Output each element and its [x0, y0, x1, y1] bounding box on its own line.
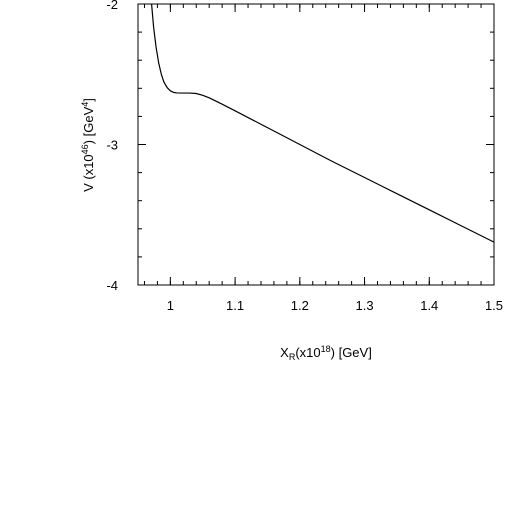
y-axis-label: V (x1046) [GeV4]: [80, 98, 96, 192]
y-axis-label-sup2: 4: [80, 102, 90, 107]
y-tick-label: -2: [106, 0, 118, 12]
x-tick-label: 1.5: [485, 298, 503, 313]
x-tick-labels: 1 1.1 1.2 1.3 1.4 1.5: [167, 298, 503, 313]
x-axis-label-post: ) [GeV]: [331, 345, 372, 360]
y-axis-label-post: ]: [81, 98, 96, 102]
x-tick-label: 1.3: [356, 298, 374, 313]
x-axis-label-pre: (x10: [295, 345, 320, 360]
y-axis-label-mid: ) [GeV: [81, 106, 96, 144]
y-axis-label-sup1: 46: [80, 144, 90, 154]
y-tick-label: -3: [106, 138, 118, 153]
x-tick-label: 1: [167, 298, 174, 313]
plot-frame: [137, 3, 495, 286]
x-axis-label: XR(x1018) [GeV]: [280, 344, 372, 362]
x-tick-label: 1.1: [226, 298, 244, 313]
x-axis-label-sup: 18: [321, 344, 331, 354]
y-axis-label-pre: V (x10: [81, 154, 96, 192]
y-tick-label: -4: [106, 278, 118, 293]
y-tick-labels: -2 -3 -4: [106, 0, 118, 293]
tick-marks: [138, 3, 495, 286]
x-tick-label: 1.2: [291, 298, 309, 313]
x-axis-label-sub: R: [289, 352, 296, 362]
potential-curve: [150, 3, 495, 243]
x-axis-label-main: X: [280, 345, 289, 360]
x-tick-label: 1.4: [420, 298, 438, 313]
